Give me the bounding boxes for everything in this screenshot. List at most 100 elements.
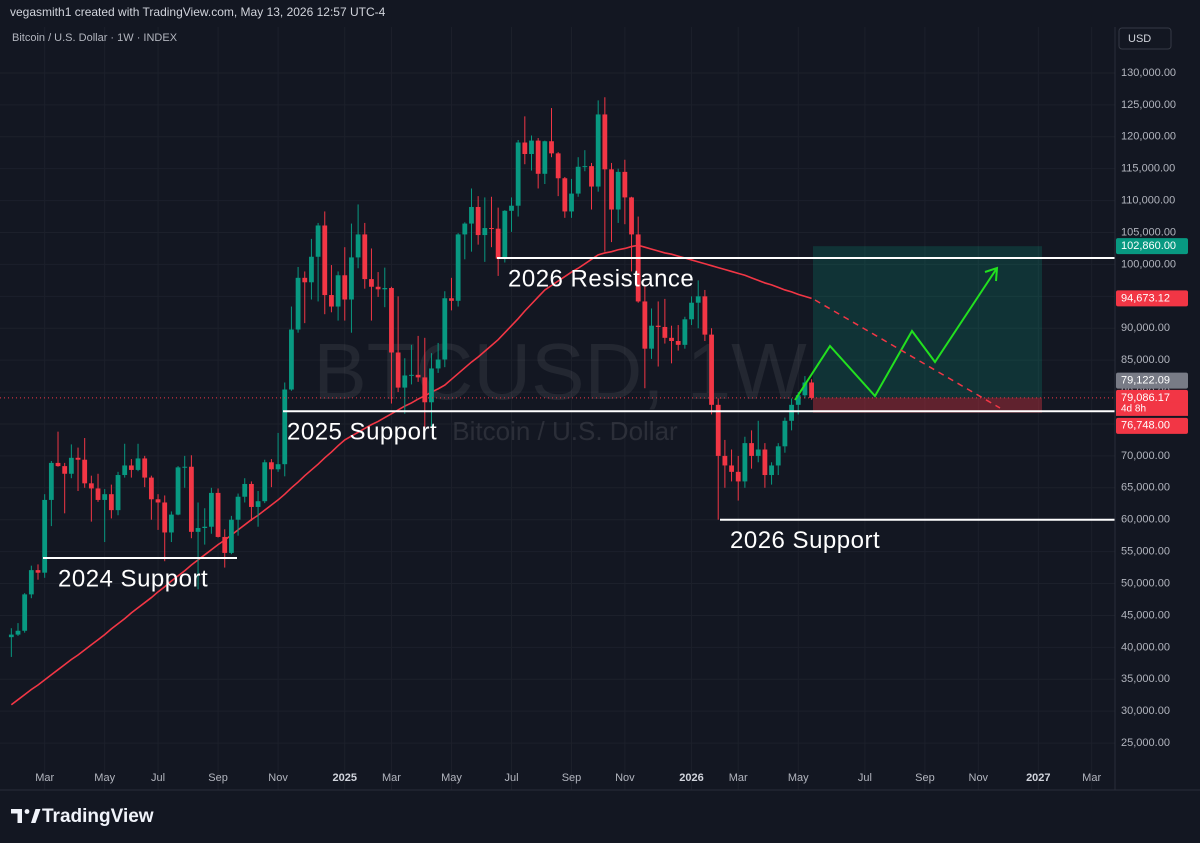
candle-body — [562, 178, 568, 212]
y-tick-label: 90,000.00 — [1121, 322, 1170, 334]
candle-body — [262, 462, 268, 502]
candle-body — [269, 462, 274, 470]
grid — [0, 27, 1115, 790]
candle-body — [422, 377, 428, 403]
ma-projection — [814, 299, 1001, 409]
y-tick-label: 100,000.00 — [1121, 258, 1176, 270]
candle-body — [449, 298, 454, 301]
candle-body — [575, 166, 581, 194]
candle-body — [682, 319, 688, 345]
x-tick-label: Jul — [858, 772, 872, 784]
candle-body — [282, 389, 288, 465]
y-tick-label: 130,000.00 — [1121, 67, 1176, 79]
candle-body — [455, 234, 461, 301]
ma-price-label: 94,673.12 — [1121, 292, 1170, 304]
last-price-label-box — [1116, 389, 1188, 406]
y-tick-label: 115,000.00 — [1121, 163, 1175, 175]
logo-dot — [24, 809, 30, 814]
candle-body — [375, 286, 381, 290]
candle-body — [495, 228, 501, 259]
x-tick-label: Nov — [969, 772, 989, 784]
level-label: 2026 Support — [730, 527, 880, 554]
candle-body — [602, 114, 608, 170]
y-tick-label: 60,000.00 — [1121, 514, 1170, 526]
candle-body — [809, 382, 814, 398]
drawings: 2024 Support 2025 Support 2026 Resistance 2… — [43, 257, 1115, 592]
candle-body — [35, 570, 41, 573]
x-tick-label: Sep — [915, 772, 935, 784]
candle-body — [202, 526, 208, 529]
candle-body — [128, 465, 134, 470]
candle-body — [649, 325, 654, 349]
candle-body — [55, 462, 61, 467]
candle-body — [789, 404, 794, 421]
candle-body — [322, 225, 328, 296]
candle-body — [222, 536, 228, 553]
candle-body — [108, 494, 114, 511]
candle-body — [382, 288, 388, 290]
candle-body — [95, 488, 101, 500]
candle-body — [355, 234, 361, 258]
x-tick-label: Nov — [268, 772, 288, 784]
x-tick-label: Jul — [504, 772, 518, 784]
candle-body — [662, 326, 668, 338]
candle-body — [289, 329, 294, 390]
currency-button[interactable] — [1118, 27, 1172, 50]
candle-body — [68, 457, 74, 474]
candle-body — [762, 449, 768, 476]
candle-body — [48, 462, 54, 500]
projection-path — [794, 267, 998, 401]
stop-price-label: 76,748.00 — [1121, 420, 1170, 432]
candle-body — [315, 225, 321, 257]
watermark-symbol: BTCUSD, 1W — [313, 327, 807, 416]
y-tick-label: 125,000.00 — [1121, 99, 1176, 111]
currency-label[interactable]: USD — [1128, 33, 1151, 45]
candle-body — [795, 395, 801, 405]
y-tick-label: 50,000.00 — [1121, 577, 1170, 589]
level-label: 2026 Resistance — [508, 265, 694, 292]
candle-body — [509, 205, 514, 211]
y-tick-label: 110,000.00 — [1121, 195, 1175, 207]
candle-body — [429, 368, 434, 403]
x-tick-label: Sep — [208, 772, 228, 784]
candle-body — [255, 501, 261, 507]
y-tick-label: 40,000.00 — [1121, 641, 1170, 653]
candle-body — [195, 528, 201, 532]
candle-body — [82, 459, 88, 484]
countdown-label: 4d 8h — [1121, 404, 1146, 415]
watermark-description: Bitcoin / U.S. Dollar — [452, 416, 678, 446]
candle-body — [182, 466, 188, 468]
last-price-label: 79,086.17 — [1121, 392, 1170, 404]
candle-body — [669, 337, 674, 342]
stop-price-label-box — [1116, 417, 1188, 434]
candle-body — [729, 465, 734, 472]
candle-body — [462, 223, 468, 235]
header: vegasmith1 created with TradingView.com,… — [10, 5, 386, 19]
level-label: 2025 Support — [287, 419, 437, 446]
candle-body — [215, 492, 221, 537]
x-tick-label: Sep — [562, 772, 582, 784]
y-tick-label: 70,000.00 — [1121, 450, 1170, 462]
logo-slash — [31, 809, 41, 823]
candle-body — [529, 140, 534, 155]
x-tick-label: May — [441, 772, 462, 784]
position-profit-zone — [813, 246, 1042, 398]
candle-body — [722, 455, 728, 466]
candle-body — [335, 275, 341, 307]
y-tick-label: 35,000.00 — [1121, 673, 1170, 685]
candle-body — [695, 296, 701, 303]
candle-body — [102, 494, 108, 500]
candle-body — [715, 404, 721, 456]
logo-mark — [11, 809, 22, 823]
candle-body — [802, 382, 808, 396]
candle-body — [15, 630, 21, 635]
candle-body — [769, 465, 774, 476]
candle-body — [735, 471, 741, 482]
y-tick-label: 55,000.00 — [1121, 546, 1170, 558]
candle-body — [689, 302, 694, 320]
candle-body — [75, 457, 81, 460]
candle-body — [275, 464, 281, 470]
candle-body — [482, 228, 488, 236]
candle-body — [435, 359, 441, 369]
